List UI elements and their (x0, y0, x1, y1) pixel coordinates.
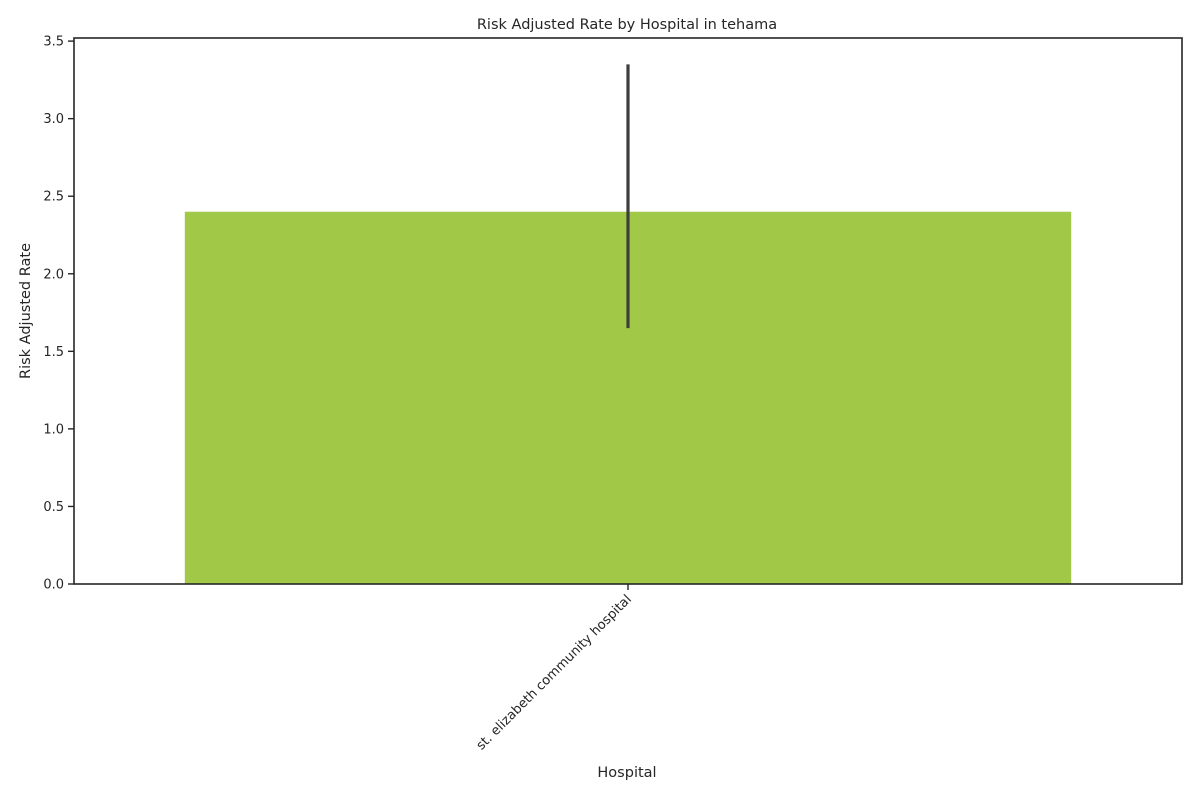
x-axis: st. elizabeth community hospital (474, 584, 635, 753)
y-tick-label-2: 1.0 (43, 422, 64, 437)
y-tick-label-1: 0.5 (43, 500, 64, 515)
plot-area (184, 64, 1072, 584)
y-axis-label: Risk Adjusted Rate (18, 243, 34, 379)
x-axis-label: Hospital (597, 765, 656, 781)
y-tick-label-0: 0.0 (43, 578, 64, 593)
chart-title: Risk Adjusted Rate by Hospital in tehama (477, 17, 777, 33)
x-tick-label-0: st. elizabeth community hospital (474, 592, 635, 753)
y-axis: 0.0 0.5 1.0 1.5 2.0 2.5 3.0 3.5 (43, 35, 74, 593)
y-tick-label-4: 2.0 (43, 267, 64, 282)
y-tick-label-5: 2.5 (43, 190, 64, 205)
y-tick-label-6: 3.0 (43, 112, 64, 127)
y-tick-label-7: 3.5 (43, 35, 64, 50)
y-tick-label-3: 1.5 (43, 345, 64, 360)
